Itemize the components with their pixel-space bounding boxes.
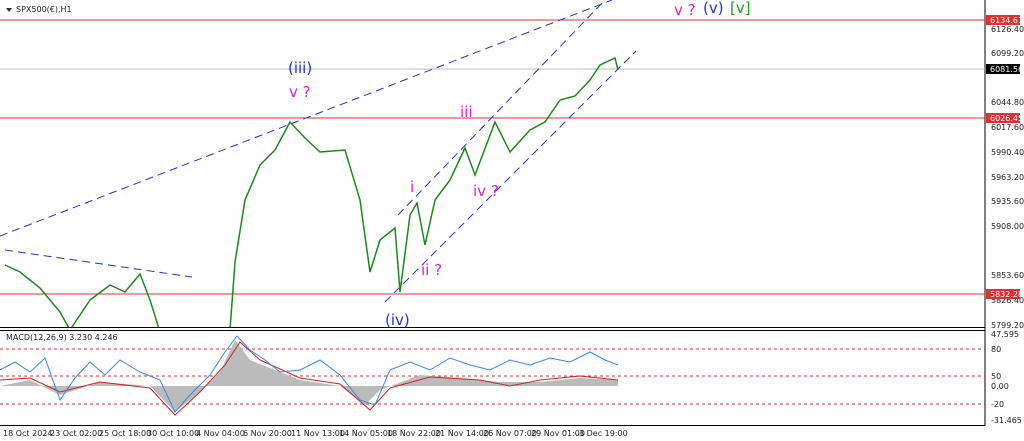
price-tag: 5832.28 <box>990 290 1023 299</box>
time-label: 23 Oct 02:00 <box>50 429 102 438</box>
price-tag-bg <box>986 289 1020 299</box>
macd-axis-label: -31.465 <box>991 416 1022 425</box>
price-label: 6044.80 <box>991 98 1024 107</box>
price-label: 5799.20 <box>991 321 1024 330</box>
macd-axis-label: 50 <box>991 372 1001 381</box>
price-tag: 6081.56 <box>990 65 1023 74</box>
wave-label: v ? <box>289 83 311 101</box>
macd-axis-label: 0.00 <box>991 382 1009 391</box>
wave-label: iii <box>460 103 473 121</box>
time-label: 25 Oct 18:00 <box>99 429 151 438</box>
wave-label: [v] <box>730 0 751 17</box>
price-label: 5908.00 <box>991 222 1024 231</box>
time-label: 18 Nov 22:00 <box>387 429 441 438</box>
price-tag: 6026.45 <box>990 114 1023 123</box>
time-label: 30 Oct 10:00 <box>147 429 199 438</box>
time-label: 4 Nov 04:00 <box>196 429 245 438</box>
time-label: 26 Nov 07:00 <box>483 429 537 438</box>
price-label: 6017.60 <box>991 123 1024 132</box>
trend-lines <box>0 0 637 303</box>
price-label: 5935.60 <box>991 197 1024 206</box>
time-label: 21 Nov 14:00 <box>435 429 489 438</box>
price-path <box>4 56 619 327</box>
price-tag: 6134.61 <box>990 16 1023 25</box>
macd-line <box>0 335 619 413</box>
wave-label: (iv) <box>385 311 410 329</box>
time-label: 18 Oct 2024 <box>3 429 52 438</box>
time-label: 3 Dec 19:00 <box>579 429 628 438</box>
time-axis: 18 Oct 2024 23 Oct 02:00 25 Oct 18:00 30… <box>3 429 628 438</box>
macd-axis-label: 80 <box>991 345 1001 354</box>
macd-panel <box>0 335 985 416</box>
macd-axis: 47.595 80 50 0.00 -20 -31.465 <box>991 330 1022 425</box>
price-tag-bg <box>986 15 1020 25</box>
price-tag-bg <box>986 64 1020 74</box>
macd-signal <box>0 341 619 416</box>
menu-arrow[interactable] <box>6 8 12 12</box>
price-axis: 6126.40 6099.20 6044.80 6017.60 5990.40 … <box>991 25 1024 330</box>
macd-label: MACD(12,26,9) 3.230 4.246 <box>6 333 118 342</box>
trend-line <box>397 0 606 216</box>
price-label: 6099.20 <box>991 49 1024 58</box>
time-label: 29 Nov 01:00 <box>531 429 585 438</box>
price-label: 5963.20 <box>991 173 1024 182</box>
time-label: 11 Nov 13:00 <box>291 429 345 438</box>
price-label: 6126.40 <box>991 25 1024 34</box>
price-label: 5826.40 <box>991 296 1024 305</box>
wave-label: v ? <box>674 1 696 19</box>
time-label: 6 Nov 20:00 <box>243 429 292 438</box>
price-label: 5990.40 <box>991 148 1024 157</box>
levels <box>0 19 985 295</box>
wave-label: i <box>410 178 414 196</box>
price-tag-bg <box>986 113 1020 123</box>
macd-axis-label: -20 <box>991 400 1004 409</box>
time-label: 14 Nov 05:00 <box>339 429 393 438</box>
wave-label: (iii) <box>288 59 312 77</box>
wave-label: ii ? <box>421 261 442 279</box>
wave-label: iv ? <box>473 182 499 200</box>
trend-line <box>0 0 613 237</box>
trend-line <box>384 50 637 303</box>
macd-axis-label: 47.595 <box>991 330 1019 339</box>
chart-title: SPX500(€),H1 <box>16 5 72 14</box>
wave-label: (v) <box>703 0 724 17</box>
price-label: 5853.60 <box>991 271 1024 280</box>
trend-line <box>4 249 193 278</box>
